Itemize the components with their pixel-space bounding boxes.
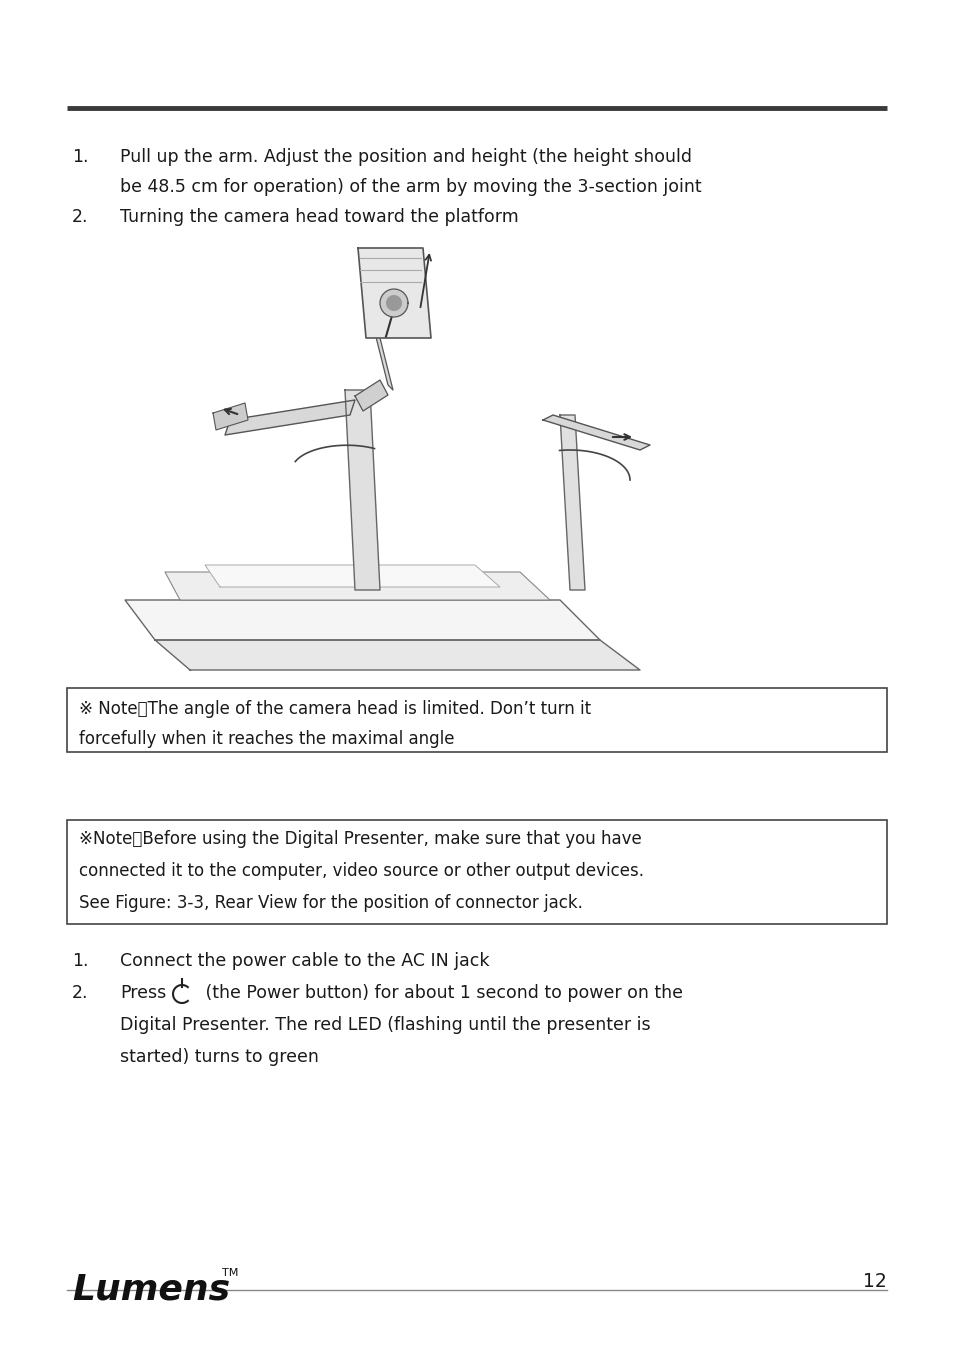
Text: be 48.5 cm for operation) of the arm by moving the 3-section joint: be 48.5 cm for operation) of the arm by … <box>120 178 700 196</box>
Text: See Figure: 3-3, Rear View for the position of connector jack.: See Figure: 3-3, Rear View for the posit… <box>79 894 582 912</box>
Text: Pull up the arm. Adjust the position and height (the height should: Pull up the arm. Adjust the position and… <box>120 148 691 167</box>
Polygon shape <box>355 379 388 411</box>
Text: 12: 12 <box>862 1272 886 1291</box>
Polygon shape <box>154 640 639 669</box>
Text: TM: TM <box>222 1268 238 1278</box>
Text: Lumens: Lumens <box>71 1272 230 1306</box>
Text: 1.: 1. <box>71 953 89 970</box>
Polygon shape <box>125 600 599 640</box>
Polygon shape <box>213 402 248 430</box>
Text: 2.: 2. <box>71 209 89 226</box>
Text: Connect the power cable to the AC IN jack: Connect the power cable to the AC IN jac… <box>120 953 489 970</box>
Text: Digital Presenter. The red LED (flashing until the presenter is: Digital Presenter. The red LED (flashing… <box>120 1016 650 1034</box>
Polygon shape <box>205 565 499 587</box>
Text: connected it to the computer, video source or other output devices.: connected it to the computer, video sour… <box>79 862 643 879</box>
Polygon shape <box>542 415 649 450</box>
Polygon shape <box>345 390 379 589</box>
Text: 1.: 1. <box>71 148 89 167</box>
Text: Turning the camera head toward the platform: Turning the camera head toward the platf… <box>120 209 518 226</box>
Text: forcefully when it reaches the maximal angle: forcefully when it reaches the maximal a… <box>79 730 454 748</box>
Bar <box>67 820 886 924</box>
Polygon shape <box>357 248 431 337</box>
Text: started) turns to green: started) turns to green <box>120 1047 318 1066</box>
Text: Press: Press <box>120 984 166 1001</box>
Polygon shape <box>379 289 408 317</box>
Bar <box>67 688 886 752</box>
Text: 2.: 2. <box>71 984 89 1001</box>
Text: ※ Note：The angle of the camera head is limited. Don’t turn it: ※ Note：The angle of the camera head is l… <box>79 701 591 718</box>
Text: (the Power button) for about 1 second to power on the: (the Power button) for about 1 second to… <box>200 984 682 1001</box>
Polygon shape <box>386 295 401 312</box>
Polygon shape <box>368 305 393 390</box>
Polygon shape <box>165 572 550 600</box>
Polygon shape <box>225 400 355 435</box>
Text: ※Note：Before using the Digital Presenter, make sure that you have: ※Note：Before using the Digital Presenter… <box>79 831 641 848</box>
Polygon shape <box>559 415 584 589</box>
